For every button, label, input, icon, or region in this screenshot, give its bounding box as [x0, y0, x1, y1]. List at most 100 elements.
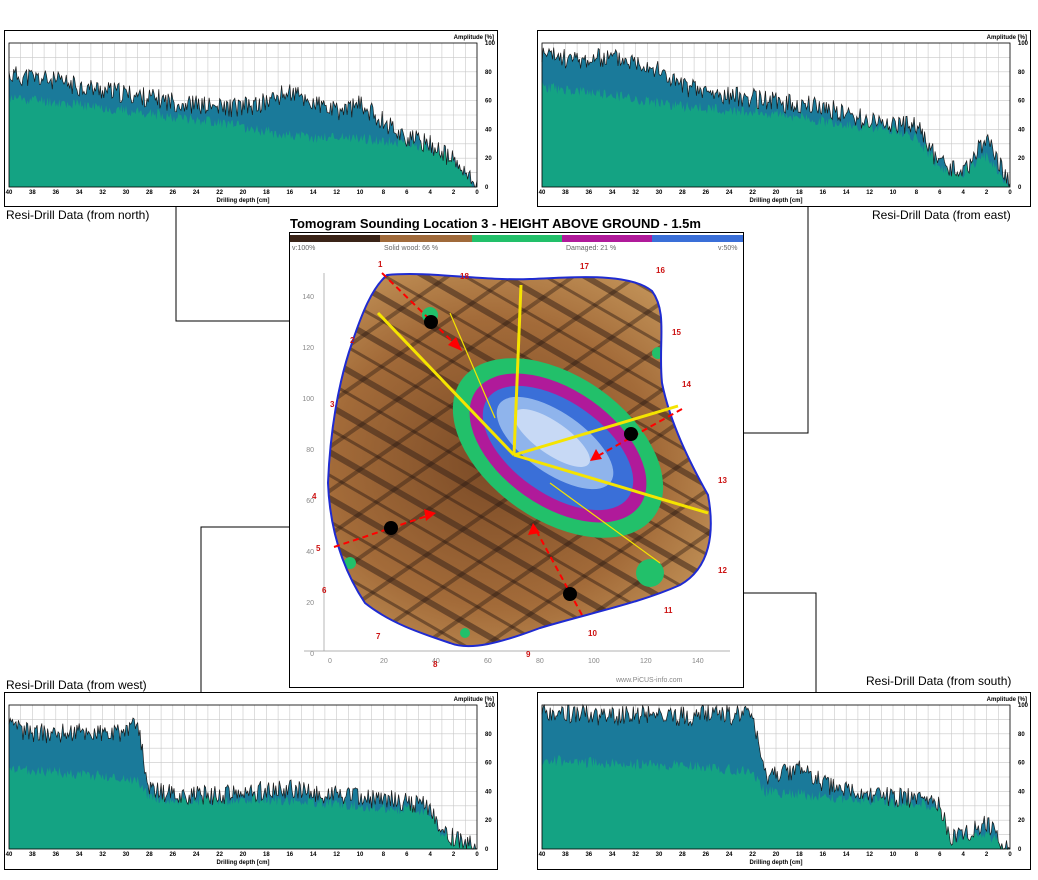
sound-area — [542, 755, 1010, 849]
sensor-label-10: 10 — [588, 629, 597, 638]
sensor-label-1: 1 — [378, 260, 383, 269]
y-tick-label: 80 — [485, 70, 492, 76]
drill-chart-svg: 40 38 36 34 32 30 28 26 24 22 20 18 16 14 12 10 8 6 4 2 0100… — [539, 697, 1029, 866]
x-tick-label: 34 — [76, 852, 83, 858]
x-tick-label: 38 — [29, 190, 36, 196]
tomo-x-tick: 80 — [536, 658, 544, 665]
x-tick-label: 36 — [585, 852, 592, 858]
x-tick-label: 18 — [263, 190, 270, 196]
x-tick-label: 10 — [890, 190, 897, 196]
tomogram-title: Tomogram Sounding Location 3 - HEIGHT AB… — [290, 216, 701, 231]
x-tick-label: 4 — [429, 190, 433, 196]
tomo-x-tick: 40 — [432, 658, 440, 665]
y-tick-label: 40 — [485, 127, 492, 133]
drill-point-north — [424, 315, 438, 329]
y-tick-label: 60 — [1018, 99, 1025, 105]
x-tick-label: 0 — [1008, 852, 1012, 858]
y-tick-label: 60 — [1018, 761, 1025, 767]
x-tick-label: 4 — [962, 190, 966, 196]
tomo-x-tick: 100 — [588, 658, 600, 665]
x-tick-label: 40 — [6, 852, 13, 858]
yellow-thin-lines — [449, 312, 661, 564]
legend-left-label: v:100% — [292, 245, 315, 252]
x-tick-label: 34 — [76, 190, 83, 196]
x-tick-label: 32 — [99, 852, 106, 858]
x-tick-label: 22 — [216, 852, 223, 858]
legend-brown — [380, 235, 472, 242]
caption-north: Resi-Drill Data (from north) — [6, 208, 150, 222]
x-tick-label: 10 — [357, 852, 364, 858]
x-tick-label: 4 — [962, 852, 966, 858]
tomogram-svg: v:100% Solid wood: 66 % Damaged: 21 % v:… — [290, 235, 743, 684]
legend-damaged-label: Damaged: 21 % — [566, 245, 616, 252]
x-tick-label: 32 — [632, 190, 639, 196]
sensor-label-9: 9 — [526, 650, 531, 659]
x-tick-label: 36 — [52, 190, 59, 196]
tomo-y-tick: 20 — [306, 600, 314, 607]
plot-frame — [541, 704, 1011, 850]
depth-label: Drilling depth [cm] — [217, 198, 270, 204]
x-tick-label: 16 — [819, 852, 826, 858]
x-tick-label: 38 — [562, 852, 569, 858]
tomo-x-tick: 0 — [328, 658, 332, 665]
amplitude-label: Amplitude [%] — [987, 697, 1027, 703]
x-tick-label: 6 — [405, 190, 409, 196]
x-tick-label: 8 — [915, 190, 919, 196]
x-tick-label: 14 — [310, 852, 317, 858]
x-tick-label: 34 — [609, 190, 616, 196]
x-tick-label: 6 — [938, 852, 942, 858]
x-tick-label: 36 — [52, 852, 59, 858]
x-tick-label: 12 — [333, 190, 340, 196]
resi-drill-chart-north: 40 38 36 34 32 30 28 26 24 22 20 18 16 14 12 10 8 6 4 2 0 100… — [4, 30, 498, 207]
y-tick-label: 100 — [1018, 41, 1029, 47]
amplitude-trace — [541, 703, 1011, 850]
x-tick-label: 20 — [773, 190, 780, 196]
depth-label: Drilling depth [cm] — [750, 198, 803, 204]
amplitude-trace — [8, 717, 478, 850]
y-tick-label: 100 — [485, 41, 496, 47]
x-tick-label: 18 — [796, 852, 803, 858]
drill-points — [384, 315, 638, 601]
x-tick-label: 0 — [1008, 190, 1012, 196]
tomo-x-tick: 120 — [640, 658, 652, 665]
x-tick-label: 32 — [632, 852, 639, 858]
x-tick-label: 28 — [679, 852, 686, 858]
tomo-x-tick: 140 — [692, 658, 704, 665]
x-tick-label: 22 — [216, 190, 223, 196]
y-tick-label: 60 — [485, 761, 492, 767]
sensor-label-12: 12 — [718, 566, 727, 575]
sensor-label-18: 18 — [460, 272, 469, 281]
tomo-y-tick: 80 — [306, 447, 314, 454]
amplitude-trace — [8, 66, 478, 188]
x-tick-label: 12 — [333, 852, 340, 858]
tomo-y-tick: 60 — [306, 498, 314, 505]
tomo-x-tick: 60 — [484, 658, 492, 665]
drill-chart-svg: 40 38 36 34 32 30 28 26 24 22 20 18 16 14 12 10 8 6 4 2 0100… — [6, 35, 496, 204]
sensor-label-7: 7 — [376, 632, 381, 641]
y-tick-label: 0 — [1018, 847, 1022, 853]
x-tick-label: 10 — [357, 190, 364, 196]
x-tick-label: 14 — [843, 852, 850, 858]
drill-chart-svg: 40 38 36 34 32 30 28 26 24 22 20 18 16 14 12 10 8 6 4 2 0100… — [539, 35, 1029, 204]
tomo-y-tick: 120 — [302, 345, 314, 352]
x-tick-label: 28 — [146, 852, 153, 858]
x-tick-label: 4 — [429, 852, 433, 858]
x-tick-label: 10 — [890, 852, 897, 858]
y-tick-label: 20 — [1018, 156, 1025, 162]
tomo-y-tick: 100 — [302, 396, 314, 403]
y-tick-label: 60 — [485, 99, 492, 105]
sensor-label-15: 15 — [672, 328, 681, 337]
resi-drill-chart-south: 40 38 36 34 32 30 28 26 24 22 20 18 16 14 12 10 8 6 4 2 0 100… — [537, 692, 1031, 870]
x-tick-label: 12 — [866, 852, 873, 858]
x-tick-label: 14 — [843, 190, 850, 196]
legend-solid-label: Solid wood: 66 % — [384, 245, 438, 252]
y-tick-label: 20 — [485, 156, 492, 162]
amplitude-trace — [541, 47, 1011, 187]
x-tick-label: 2 — [985, 852, 989, 858]
x-tick-label: 8 — [382, 190, 386, 196]
sensor-label-2: 2 — [350, 336, 355, 345]
yellow-lines — [376, 284, 709, 515]
depth-label: Drilling depth [cm] — [217, 860, 270, 866]
resi-drill-chart-east: 40 38 36 34 32 30 28 26 24 22 20 18 16 14 12 10 8 6 4 2 0 100… — [537, 30, 1031, 207]
